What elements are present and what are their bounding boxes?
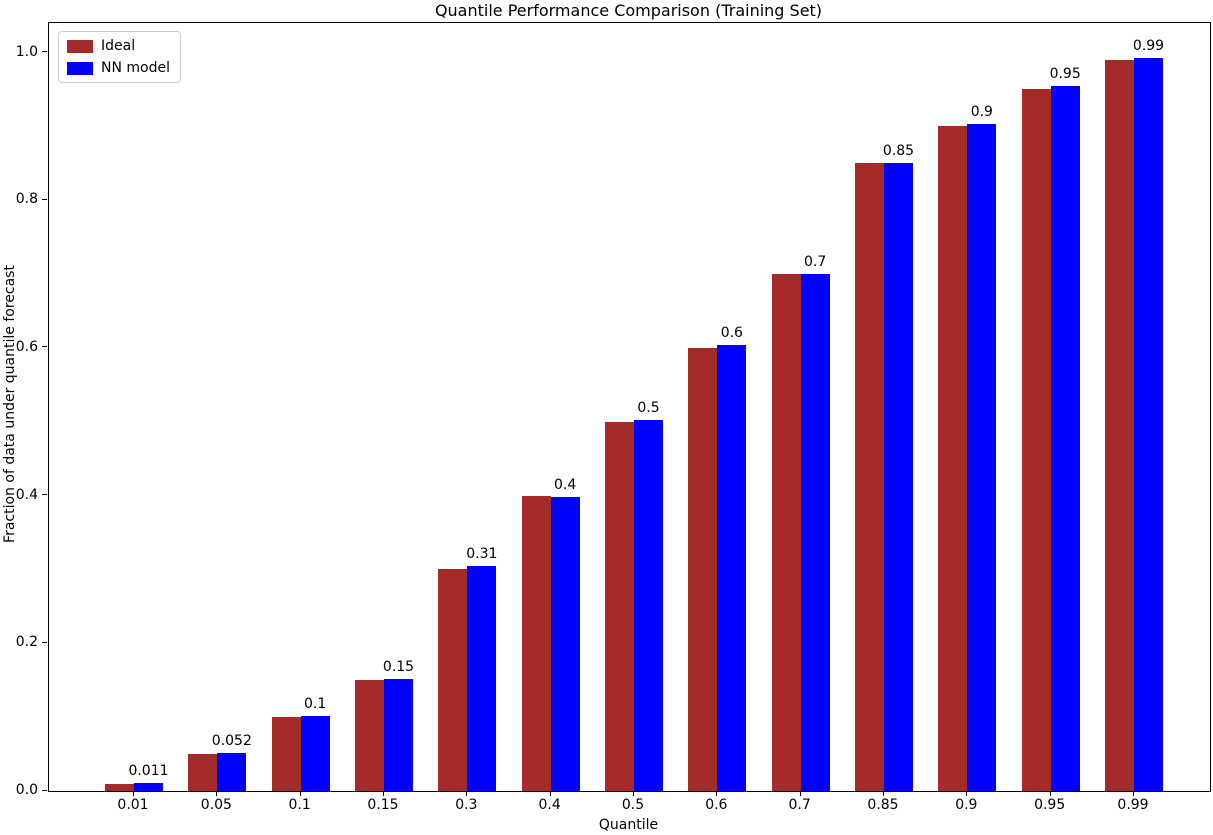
bar-value-label: 0.9 bbox=[970, 104, 993, 121]
y-tick-mark bbox=[42, 346, 47, 348]
bar-value-label: 0.15 bbox=[382, 658, 415, 675]
bar-ideal bbox=[355, 680, 384, 791]
bar-value-label: 0.95 bbox=[1049, 65, 1081, 82]
x-tick-label: 0.05 bbox=[200, 797, 232, 813]
bar-nn-model bbox=[634, 419, 663, 791]
bar-value-label: 0.7 bbox=[804, 254, 827, 271]
bar-nn-model bbox=[300, 715, 330, 791]
x-tick-label: 0.99 bbox=[1117, 797, 1149, 813]
x-tick-mark bbox=[716, 791, 718, 796]
bar-ideal bbox=[1021, 89, 1051, 791]
y-tick-mark bbox=[42, 494, 47, 496]
y-tick-label: 0.8 bbox=[15, 191, 38, 208]
bar-ideal bbox=[1105, 59, 1134, 791]
bar-ideal bbox=[105, 783, 134, 791]
x-tick-label: 0.5 bbox=[621, 797, 645, 813]
x-tick-label: 0.9 bbox=[955, 797, 978, 813]
bar-nn-model bbox=[384, 678, 413, 791]
bar-value-label: 0.052 bbox=[211, 732, 252, 749]
x-tick-mark bbox=[133, 791, 134, 796]
plot-area: Ideal NN model 0.011 0.052 0.1 0.15 0.31 0.4 0.… bbox=[48, 22, 1211, 792]
bar-nn-model bbox=[217, 752, 247, 791]
x-tick-mark bbox=[966, 791, 968, 796]
legend: Ideal NN model bbox=[58, 31, 181, 83]
legend-swatch-icon bbox=[67, 39, 93, 53]
y-tick-mark bbox=[42, 198, 47, 200]
chart-title: Quantile Performance Comparison (Trainin… bbox=[434, 1, 823, 20]
bar-value-label: 0.5 bbox=[637, 399, 660, 416]
bar-nn-model bbox=[884, 162, 913, 791]
bar-ideal bbox=[855, 163, 884, 791]
x-tick-label: 0.85 bbox=[867, 797, 899, 813]
y-tick-label: 0.2 bbox=[15, 634, 38, 651]
x-tick-mark bbox=[549, 791, 551, 796]
y-tick-mark bbox=[42, 641, 47, 643]
x-tick-label: 0.95 bbox=[1034, 797, 1066, 813]
x-tick-mark bbox=[883, 791, 884, 796]
bar-value-label: 0.31 bbox=[466, 545, 498, 562]
bar-nn-model bbox=[1050, 85, 1080, 791]
x-tick-label: 0.6 bbox=[705, 797, 728, 813]
legend-label: Ideal bbox=[101, 38, 136, 54]
x-tick-label: 0.4 bbox=[538, 797, 561, 813]
bar-nn-model bbox=[800, 274, 830, 791]
x-tick-mark bbox=[1049, 791, 1051, 796]
x-tick-label: 0.1 bbox=[288, 797, 311, 813]
bar-ideal bbox=[605, 421, 634, 791]
y-tick-label: 0.0 bbox=[15, 782, 38, 798]
bar-ideal bbox=[938, 126, 968, 791]
bar-value-label: 0.1 bbox=[304, 695, 327, 712]
x-tick-mark bbox=[466, 791, 468, 796]
x-tick-label: 0.3 bbox=[455, 797, 478, 813]
bar-value-label: 0.6 bbox=[720, 324, 743, 341]
legend-swatch-icon bbox=[67, 61, 93, 75]
bar-nn-model bbox=[717, 344, 747, 791]
x-tick-label: 0.01 bbox=[117, 797, 149, 813]
bar-value-label: 0.99 bbox=[1132, 37, 1165, 54]
bar-nn-model bbox=[134, 782, 163, 791]
bar-ideal bbox=[188, 754, 218, 791]
x-tick-mark bbox=[633, 791, 634, 796]
bar-nn-model bbox=[967, 124, 997, 791]
x-tick-label: 0.7 bbox=[788, 797, 811, 813]
y-tick-mark bbox=[42, 51, 47, 53]
x-tick-mark bbox=[1133, 791, 1134, 796]
legend-item-nn-model: NN model bbox=[67, 60, 170, 76]
x-tick-label: 0.15 bbox=[367, 797, 399, 813]
bar-ideal bbox=[521, 495, 551, 791]
x-tick-mark bbox=[216, 791, 218, 796]
x-tick-mark bbox=[299, 791, 301, 796]
y-tick-label: 0.4 bbox=[15, 486, 38, 503]
bar-nn-model bbox=[1134, 57, 1163, 791]
legend-label: NN model bbox=[101, 60, 170, 76]
x-axis-label: Quantile bbox=[598, 817, 659, 833]
bar-nn-model bbox=[467, 565, 497, 791]
bar-nn-model bbox=[550, 497, 580, 791]
x-tick-mark bbox=[799, 791, 801, 796]
y-tick-mark bbox=[42, 789, 47, 791]
bar-ideal bbox=[688, 347, 718, 791]
bar-ideal bbox=[438, 569, 468, 791]
y-axis-label: Fraction of data under quantile forecast bbox=[2, 265, 18, 543]
x-tick-mark bbox=[383, 791, 384, 796]
legend-item-ideal: Ideal bbox=[67, 38, 170, 54]
y-tick-label: 0.6 bbox=[15, 338, 38, 355]
bar-value-label: 0.4 bbox=[554, 477, 577, 494]
bar-value-label: 0.011 bbox=[128, 762, 169, 779]
bar-value-label: 0.85 bbox=[882, 142, 915, 159]
bar-ideal bbox=[271, 717, 301, 791]
bar-ideal bbox=[771, 274, 801, 791]
y-tick-label: 1.0 bbox=[15, 43, 38, 60]
